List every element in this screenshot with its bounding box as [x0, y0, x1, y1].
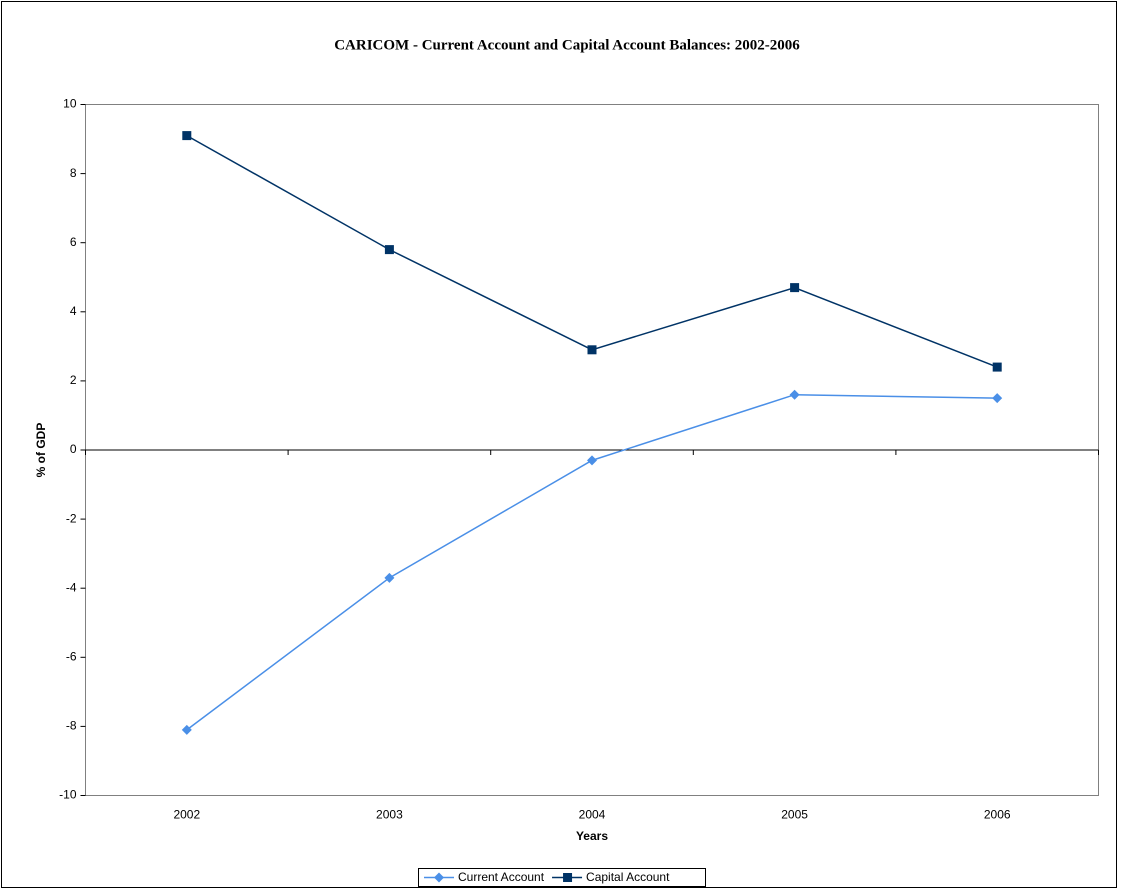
y-tick-label: -2 [66, 511, 77, 525]
y-tick-label: -6 [66, 649, 77, 663]
x-tick-label: 2002 [173, 808, 200, 822]
series-marker [182, 131, 192, 141]
y-tick-label: -10 [59, 788, 77, 802]
y-tick-label: 2 [70, 373, 77, 387]
series-marker [587, 455, 597, 466]
y-tick-label: -4 [66, 580, 77, 594]
y-tick-label: 4 [70, 304, 77, 318]
y-tick-label: -8 [66, 719, 77, 733]
series-marker [789, 389, 800, 400]
series-marker [384, 572, 395, 583]
legend-marker [563, 873, 573, 882]
chart-title: CARICOM - Current Account and Capital Ac… [334, 37, 800, 53]
series-marker [181, 724, 192, 735]
x-tick-label: 2003 [376, 808, 403, 822]
legend-label: Capital Account [586, 870, 670, 884]
series-marker [790, 283, 800, 293]
y-tick-label: 10 [63, 97, 77, 111]
y-tick-label: 6 [70, 235, 77, 249]
y-axis-label: % of GDP [34, 423, 48, 478]
x-tick-label: 2005 [781, 808, 808, 822]
series-marker [992, 393, 1003, 404]
x-tick-label: 2006 [984, 808, 1011, 822]
y-tick-label: 8 [70, 166, 77, 180]
x-tick-label: 2004 [579, 808, 606, 822]
series-marker [992, 362, 1002, 372]
legend-label: Current Account [458, 870, 545, 884]
legend-marker [434, 872, 444, 883]
series-marker [384, 245, 394, 255]
series-marker [587, 345, 597, 355]
y-tick-label: 0 [70, 442, 77, 456]
x-axis-label: Years [576, 829, 608, 843]
